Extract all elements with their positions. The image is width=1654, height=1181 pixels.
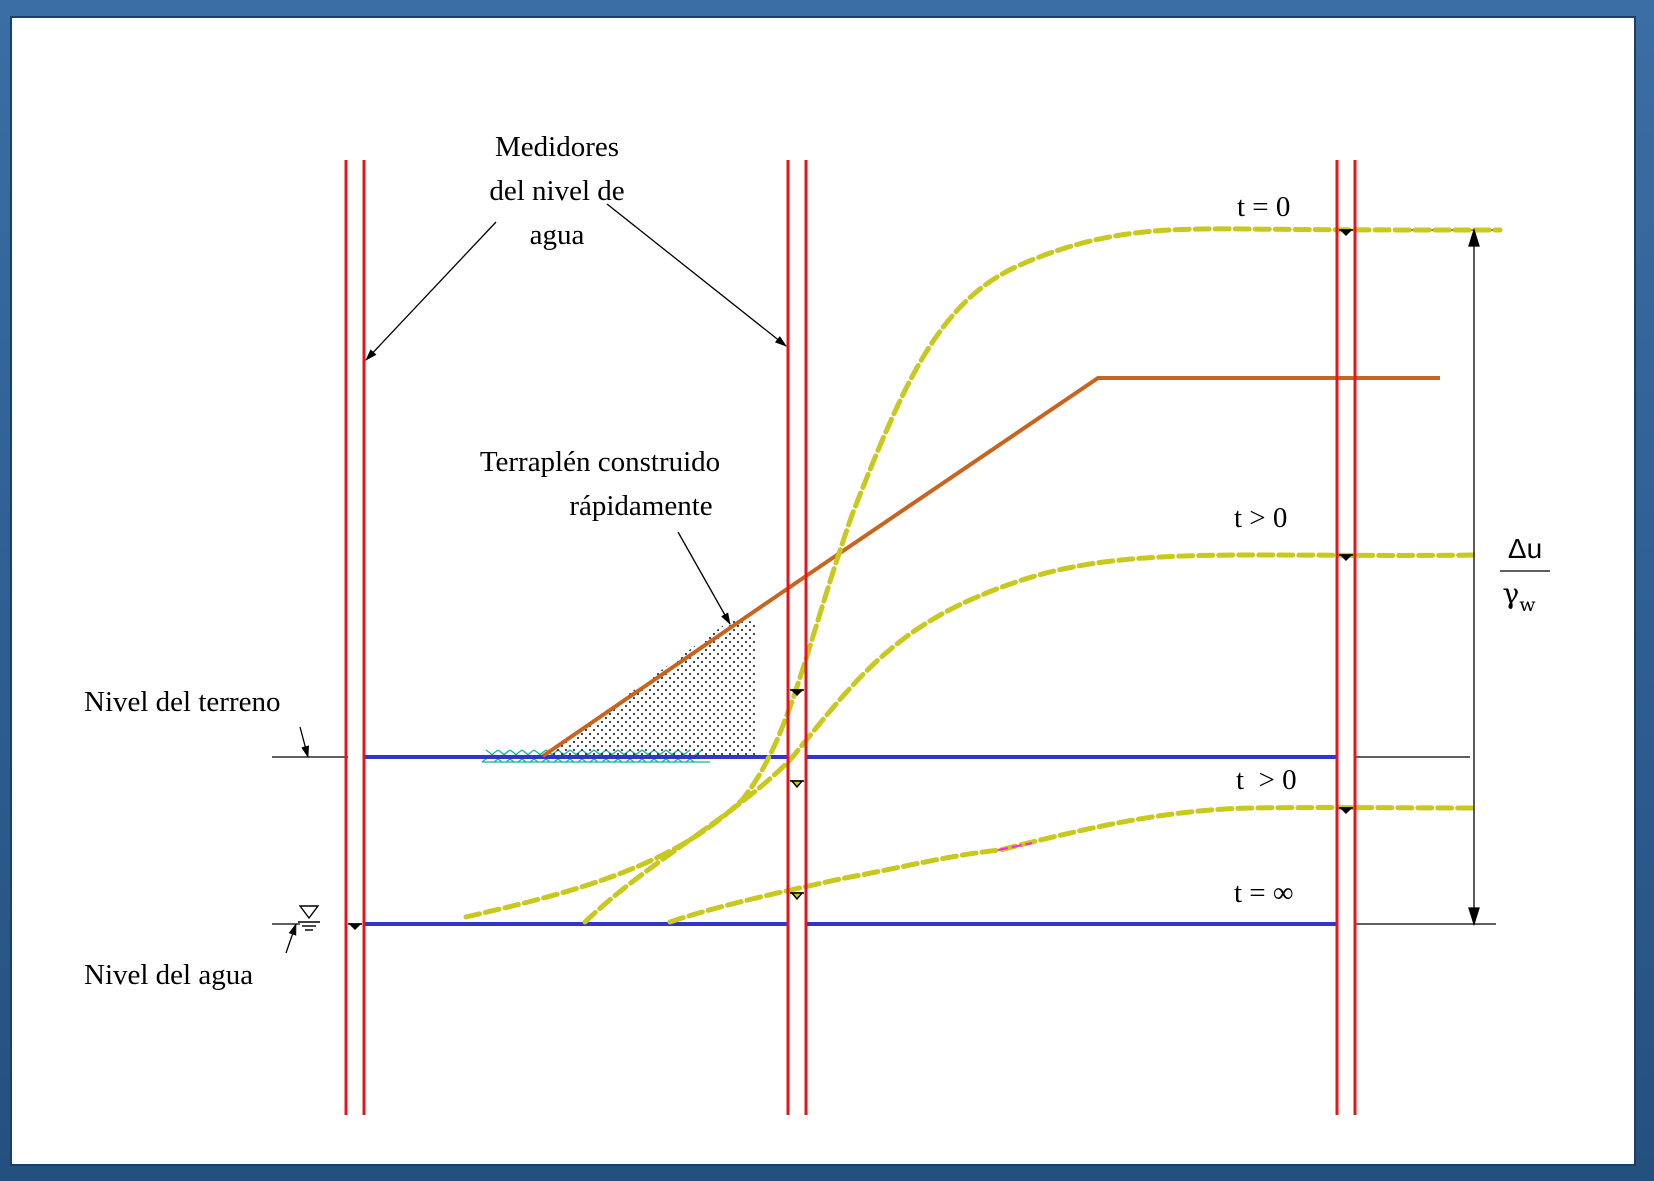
curve-t-pos-2 — [667, 805, 1478, 925]
diagram-canvas — [12, 18, 1634, 1164]
piezometer-right — [1335, 160, 1357, 1115]
reference-lines — [272, 229, 1496, 925]
ground-level-label: Nivel del terreno — [84, 686, 280, 718]
piezometer-left — [344, 160, 366, 1115]
embankment-label-line1: Terraplén construido — [480, 446, 720, 478]
time-label-t0: t = 0 — [1237, 191, 1290, 223]
water-markers — [348, 229, 1353, 931]
piezometer-middle — [786, 160, 808, 1115]
curve-t-pos-1 — [582, 552, 1478, 925]
gauges-label-line2: del nivel de — [489, 175, 624, 207]
curve-highlight — [997, 842, 1033, 851]
piezometers — [344, 160, 1357, 1115]
level-lines — [363, 755, 1337, 926]
gauges-label-line1: Medidores — [495, 131, 619, 163]
time-label-t-pos-2: t > 0 — [1236, 764, 1297, 796]
embankment-outline — [541, 376, 1440, 758]
time-label-t-inf: t = ∞ — [1234, 877, 1294, 909]
time-label-t-pos-1: t > 0 — [1234, 502, 1287, 534]
gamma-subscript: w — [1519, 594, 1536, 616]
gauges-label-line3: agua — [530, 219, 585, 251]
gamma-symbol: γ — [1503, 577, 1520, 610]
gamma-label: γw — [1503, 577, 1537, 616]
pressure-curves — [463, 226, 1503, 925]
embankment-label-line2: rápidamente — [569, 490, 712, 522]
leader-arrows — [285, 203, 787, 954]
delta-u-label: Δu — [1508, 533, 1542, 564]
curve-t0 — [463, 226, 1503, 920]
meniscus-icon — [348, 229, 1353, 931]
dimension-line — [1468, 227, 1550, 927]
inverted-triangle-icon — [298, 905, 320, 931]
water-level-label: Nivel del agua — [84, 959, 253, 991]
